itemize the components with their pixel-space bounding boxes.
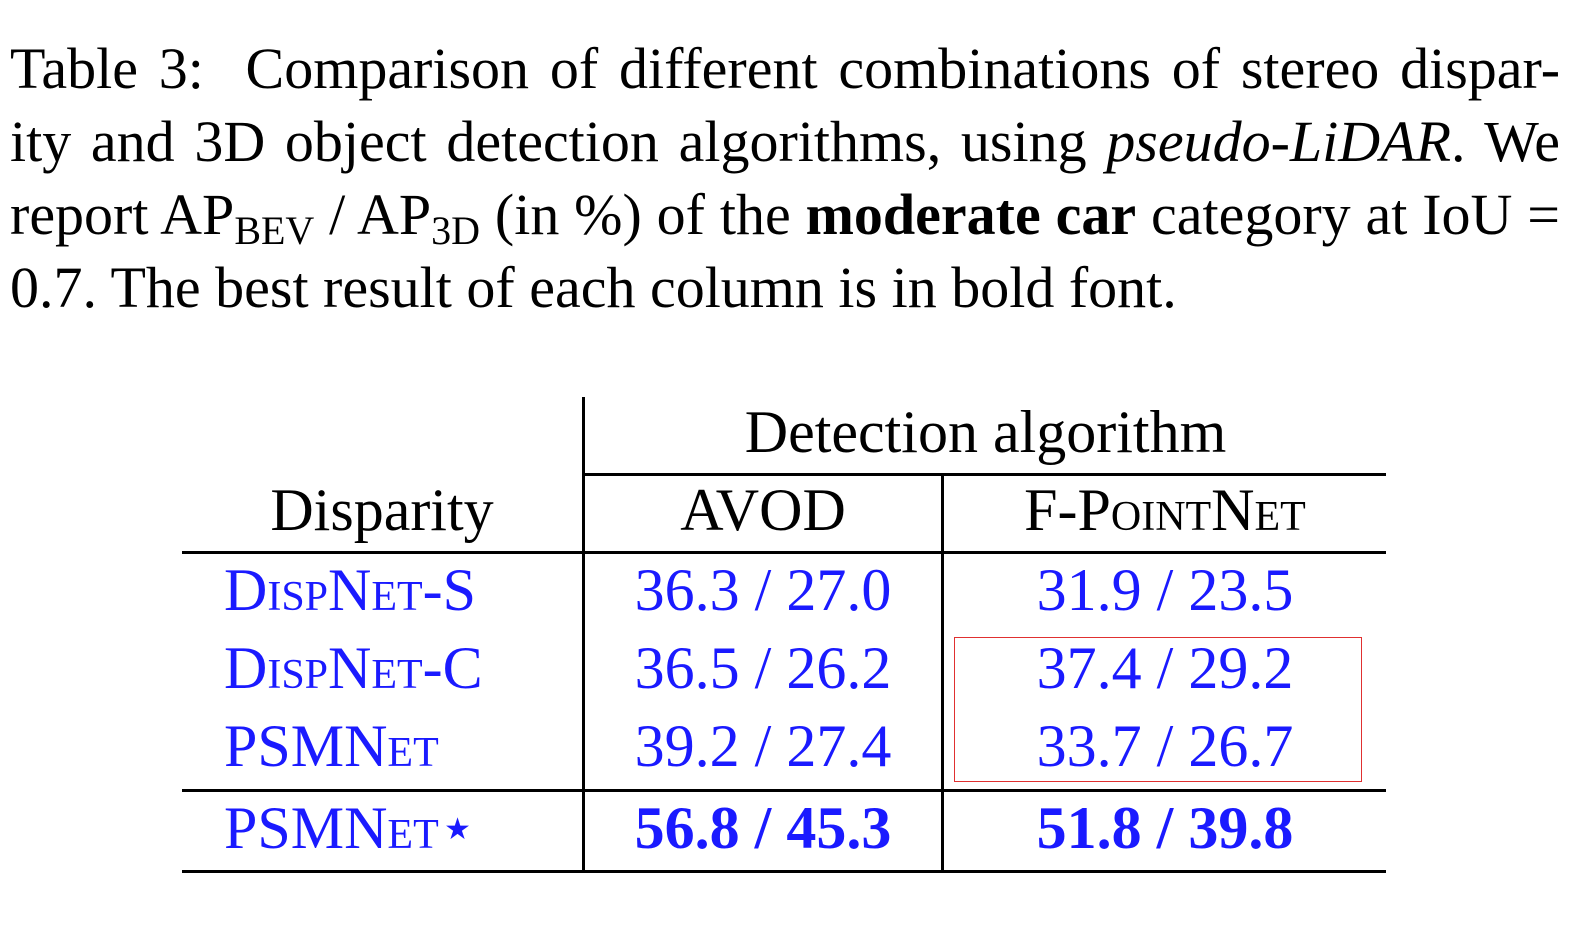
row-dispnet-s-avod[interactable]: 36.3 / 27.0 <box>634 557 892 623</box>
header-cmidrule <box>585 473 1386 476</box>
row-dispnet-c-name[interactable]: DispNet-C <box>224 635 483 701</box>
caption-subscript-bev: BEV <box>234 208 315 253</box>
caption-text-4: (in %) of the <box>480 182 791 247</box>
caption-italic-term: pseudo-LiDAR <box>1106 109 1452 174</box>
group-header: Detection algorithm <box>744 399 1227 465</box>
caption-text-5: category at IoU = 0.7. The best result o… <box>10 182 1561 320</box>
row-psmnet-star-avod[interactable]: 56.8 / 45.3 <box>634 795 892 861</box>
header-disparity: Disparity <box>270 477 494 543</box>
row-psmnet-name[interactable]: PSMNet <box>224 713 439 779</box>
table-caption: Table 3: Comparison of different combina… <box>10 32 1560 324</box>
separator-rule <box>182 789 1386 792</box>
header-bottom-rule <box>182 551 1386 554</box>
row-psmnet-star-fpointnet[interactable]: 51.8 / 39.8 <box>1036 795 1294 861</box>
row-dispnet-c-avod[interactable]: 36.5 / 26.2 <box>634 635 892 701</box>
caption-subscript-3d: 3D <box>431 208 481 253</box>
row-psmnet-star-name[interactable]: PSMNet⋆ <box>224 795 477 861</box>
row-psmnet-avod[interactable]: 39.2 / 27.4 <box>634 713 892 779</box>
caption-text-2: . We report AP <box>10 109 1561 247</box>
row-dispnet-s-fpointnet[interactable]: 31.9 / 23.5 <box>1036 557 1294 623</box>
row-psmnet-fpointnet[interactable]: 33.7 / 26.7 <box>1036 713 1294 779</box>
column-divider-2 <box>941 475 944 873</box>
row-dispnet-s-name[interactable]: DispNet-S <box>224 557 477 623</box>
caption-text-1: Comparison of different combinations of … <box>10 36 1561 174</box>
header-fpointnet: F-PointNet <box>1024 477 1306 543</box>
table-bottom-rule <box>182 870 1386 873</box>
caption-bold-term: moderate car <box>805 182 1137 247</box>
caption-text-3: / AP <box>314 182 432 247</box>
caption-label: Table 3: <box>10 36 204 101</box>
highlight-box <box>954 637 1362 782</box>
column-divider-1 <box>582 397 585 873</box>
header-avod: AVOD <box>680 477 846 543</box>
row-dispnet-c-fpointnet[interactable]: 37.4 / 29.2 <box>1036 635 1294 701</box>
